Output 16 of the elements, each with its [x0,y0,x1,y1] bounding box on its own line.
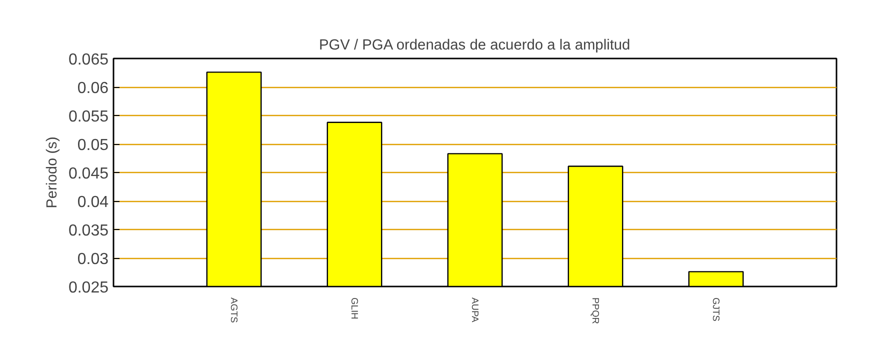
y-tick-label: 0.055 [68,108,109,126]
chart-title: PGV / PGA ordenadas de acuerdo a la amplitud [318,38,630,54]
y-tick-label: 0.05 [77,137,109,154]
y-tick-label: 0.035 [68,222,109,240]
x-tick-label: AUPA [470,298,480,323]
y-tick-label: 0.065 [68,52,109,68]
y-tick-label: 0.03 [77,251,109,268]
x-tick-label: AGTS [229,298,239,323]
y-tick-label: 0.04 [77,194,109,211]
y-axis-title: Periodo (s) [44,136,60,208]
y-tick-label: 0.045 [68,166,109,182]
y-tick-label: 0.025 [68,280,109,296]
x-tick-label: PPQR [590,298,600,324]
y-tick-label: 0.06 [77,80,109,97]
x-tick-label: GLIH [350,298,360,320]
x-tick-label: GJTS [711,298,721,322]
